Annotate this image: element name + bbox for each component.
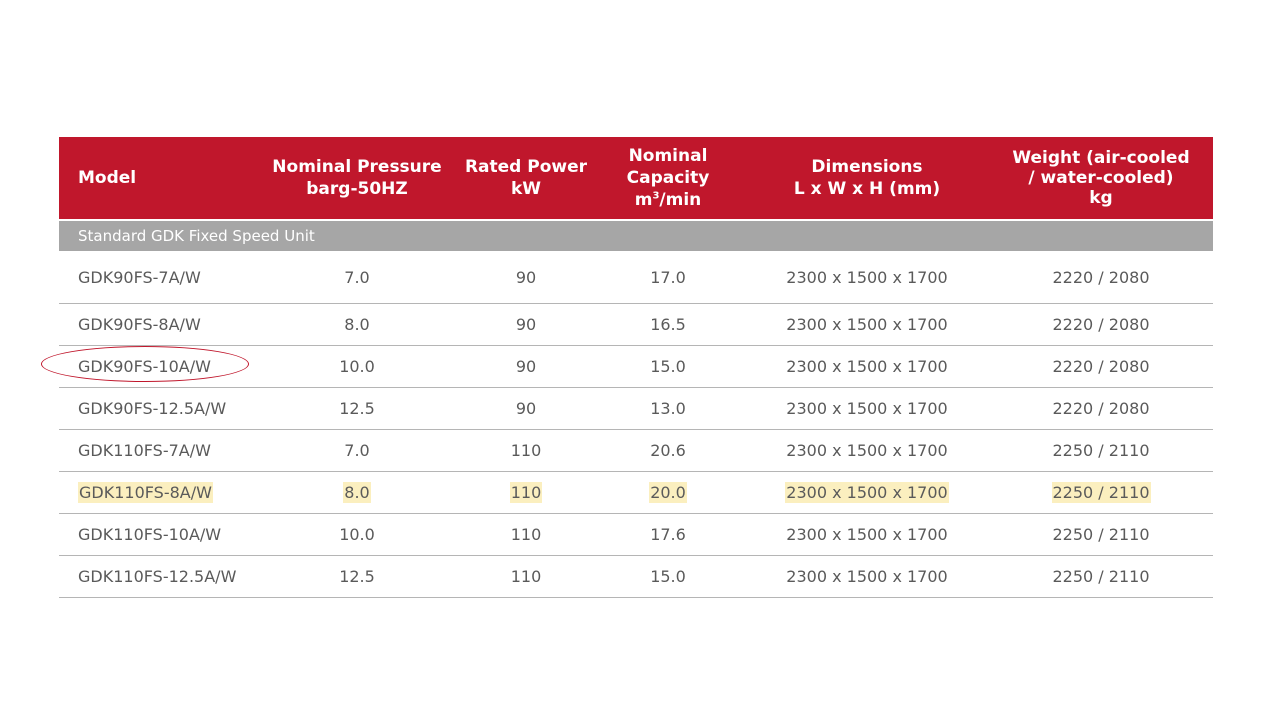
cell-dimensions: 2300 x 1500 x 1700 (786, 315, 948, 334)
header-model: Model (78, 168, 137, 188)
cell-power: 110 (510, 567, 542, 586)
header-capacity: Nominal Capacity m3/min (626, 146, 710, 210)
cell-power: 110 (510, 525, 542, 544)
cell-capacity: 15.0 (650, 357, 686, 376)
cell-weight: 2250 / 2110 (1052, 525, 1150, 544)
table-row: GDK90FS-7A/W 7.0 90 17.0 2300 x 1500 x 1700 2… (59, 251, 1213, 304)
cell-pressure: 12.5 (339, 567, 375, 586)
cell-model: GDK110FS-7A/W (78, 441, 211, 460)
cell-pressure: 8.0 (344, 315, 370, 334)
cell-model: GDK90FS-8A/W (78, 315, 201, 334)
cell-model: GDK110FS-10A/W (78, 525, 222, 544)
cell-capacity: 20.6 (650, 441, 686, 460)
table-header: Model Nominal Pressure barg-50HZ Rated P… (59, 137, 1213, 219)
cell-model: GDK110FS-8A/W (78, 482, 213, 503)
cell-pressure: 12.5 (339, 399, 375, 418)
cell-pressure: 7.0 (344, 267, 370, 287)
cell-pressure: 7.0 (344, 441, 370, 460)
table-body: GDK90FS-7A/W 7.0 90 17.0 2300 x 1500 x 1700 2… (59, 251, 1213, 598)
table-row: GDK90FS-12.5A/W 12.5 90 13.0 2300 x 1500 x 1… (59, 388, 1213, 430)
cell-capacity: 17.6 (650, 525, 686, 544)
cell-pressure: 8.0 (343, 482, 371, 503)
cell-power: 110 (509, 482, 543, 503)
cell-model: GDK90FS-12.5A/W (78, 399, 227, 418)
cell-capacity: 15.0 (650, 567, 686, 586)
header-pressure: Nominal Pressure barg-50HZ (272, 157, 442, 199)
cell-model: GDK90FS-7A/W (78, 267, 201, 287)
cell-dimensions: 2300 x 1500 x 1700 (786, 441, 948, 460)
cell-dimensions: 2300 x 1500 x 1700 (785, 482, 949, 503)
cell-power: 90 (515, 315, 537, 334)
table-row: GDK110FS-7A/W 7.0 110 20.6 2300 x 1500 x 170… (59, 430, 1213, 472)
table-row: GDK110FS-10A/W 10.0 110 17.6 2300 x 1500 x 1… (59, 514, 1213, 556)
header-power: Rated Power kW (464, 157, 588, 199)
cell-dimensions: 2300 x 1500 x 1700 (786, 399, 948, 418)
cell-pressure: 10.0 (339, 525, 375, 544)
cell-weight: 2250 / 2110 (1052, 567, 1150, 586)
cell-capacity: 13.0 (650, 399, 686, 418)
cell-weight: 2250 / 2110 (1052, 441, 1150, 460)
annotation-circle (41, 346, 249, 382)
cell-dimensions: 2300 x 1500 x 1700 (786, 567, 948, 586)
cell-weight: 2220 / 2080 (1052, 399, 1150, 418)
cell-weight: 2220 / 2080 (1052, 315, 1150, 334)
cell-weight: 2220 / 2080 (1052, 357, 1150, 376)
cell-power: 90 (515, 399, 537, 418)
cell-capacity: 20.0 (649, 482, 687, 503)
cell-power: 110 (510, 441, 542, 460)
section-label: Standard GDK Fixed Speed Unit (59, 221, 1213, 251)
table-row: GDK110FS-8A/W 8.0 110 20.0 2300 x 1500 x 170… (59, 472, 1213, 514)
spec-table: Model Nominal Pressure barg-50HZ Rated P… (59, 137, 1213, 598)
header-dimensions: Dimensions L x W x H (mm) (793, 157, 941, 199)
cell-capacity: 16.5 (650, 315, 686, 334)
cell-power: 90 (515, 267, 537, 287)
cell-power: 90 (515, 357, 537, 376)
cell-weight: 2220 / 2080 (1052, 267, 1150, 287)
header-weight: Weight (air-cooled / water-cooled) kg (1012, 148, 1190, 208)
cell-dimensions: 2300 x 1500 x 1700 (786, 357, 948, 376)
table-row: GDK90FS-8A/W 8.0 90 16.5 2300 x 1500 x 1700 2… (59, 304, 1213, 346)
cell-model: GDK110FS-12.5A/W (78, 567, 237, 586)
cell-pressure: 10.0 (339, 357, 375, 376)
cell-dimensions: 2300 x 1500 x 1700 (786, 267, 948, 287)
cell-dimensions: 2300 x 1500 x 1700 (786, 525, 948, 544)
table-row: GDK110FS-12.5A/W 12.5 110 15.0 2300 x 1500 x… (59, 556, 1213, 598)
cell-weight: 2250 / 2110 (1051, 482, 1151, 503)
cell-capacity: 17.0 (650, 267, 686, 287)
